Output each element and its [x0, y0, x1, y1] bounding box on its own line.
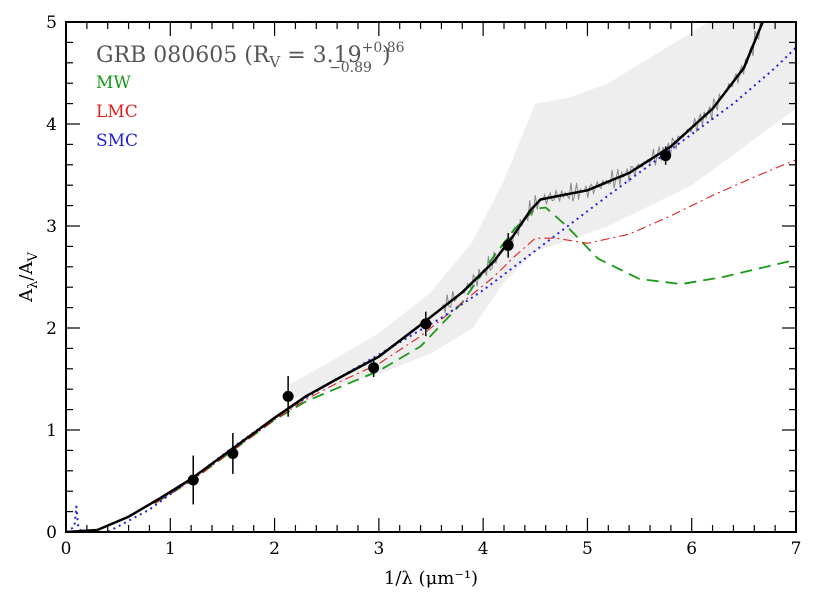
x-tick-label: 5 [582, 539, 593, 559]
data-point [227, 433, 239, 474]
x-tick-label: 7 [791, 539, 802, 559]
legend-mw: MW [96, 73, 131, 93]
y-tick-label: 3 [46, 217, 57, 237]
point-marker [282, 390, 294, 402]
y-title-sub2: V [26, 252, 41, 263]
point-marker [187, 474, 199, 486]
plot-frame [65, 21, 797, 533]
point-marker [660, 150, 672, 162]
chart-title: GRB 080605 (RV = 3.19+0.86 −0.89) [96, 40, 405, 76]
legend-smc: SMC [96, 131, 138, 151]
data-point [282, 375, 294, 417]
series-fit-line [66, 22, 764, 532]
x-tick-label: 3 [373, 539, 384, 559]
x-tick-label: 4 [478, 539, 489, 559]
title-eq: = 3.19 [280, 43, 361, 68]
point-marker [502, 239, 514, 251]
y-axis-title: Aλ/AV [16, 252, 41, 303]
data-point [187, 455, 199, 505]
data-point [420, 311, 432, 337]
confidence-band [290, 22, 796, 400]
data-point [502, 233, 514, 258]
title-sup: +0.86 [362, 40, 405, 56]
data-point [368, 358, 380, 377]
x-axis-title: 1/λ (μm⁻¹) [384, 568, 478, 589]
data-point [660, 146, 672, 165]
y-title-sub1: λ [26, 281, 41, 289]
y-tick-label: 2 [46, 319, 57, 339]
axis-ticks: 0 1 2 3 4 5 6 7 0 1 2 3 4 5 [46, 13, 801, 559]
title-sub: V [268, 53, 281, 71]
legend-lmc: LMC [96, 102, 138, 122]
y-tick-label: 4 [46, 115, 57, 135]
x-tick-label: 6 [686, 539, 697, 559]
y-title-main: A [16, 288, 37, 303]
title-main: GRB 080605 (R [96, 43, 271, 68]
series-mw-line [154, 206, 796, 505]
y-title-sep: /A [16, 261, 37, 281]
y-tick-label: 1 [46, 421, 57, 441]
x-tick-label: 1 [165, 539, 176, 559]
x-tick-label: 2 [269, 539, 280, 559]
title-close: ) [382, 43, 391, 68]
point-marker [227, 447, 239, 459]
point-marker [368, 362, 380, 374]
y-tick-label: 5 [46, 13, 57, 33]
series-lmc-line [154, 159, 796, 504]
point-marker [420, 318, 432, 330]
y-tick-label: 0 [46, 523, 57, 543]
photometry-points [187, 146, 672, 505]
legend: MW LMC SMC [96, 73, 138, 151]
x-tick-label: 0 [61, 539, 72, 559]
title-subval: −0.89 [329, 60, 372, 76]
band-area [290, 22, 796, 400]
